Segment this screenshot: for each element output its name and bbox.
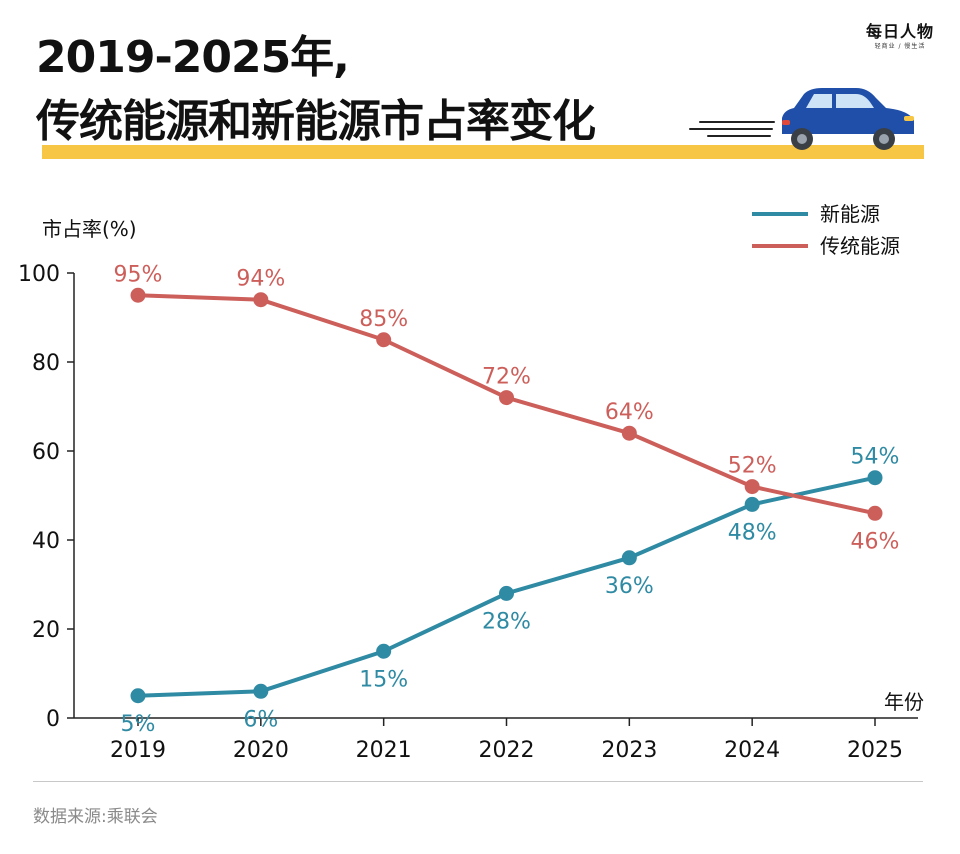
data-source: 数据来源:乘联会: [33, 807, 158, 827]
data-label: 15%: [359, 667, 408, 692]
data-point: [499, 390, 514, 406]
x-axis: 2019 2020 2021 2022 2023 2024 2025: [74, 717, 918, 763]
page-title-line-2: 传统能源和新能源市占率变化: [36, 96, 596, 147]
page-title-line-1: 2019-2025年,: [36, 32, 350, 83]
data-label: 54%: [851, 445, 900, 470]
series-layer: 5% 6% 15% 28% 36% 48% 54% 95% 94% 85% 72% 64% 52% 46%: [114, 262, 900, 737]
x-tick-label: 2024: [724, 738, 780, 763]
data-point: [867, 505, 883, 521]
x-tick-label: 2022: [479, 738, 535, 763]
x-tick-label: 2021: [356, 738, 412, 763]
x-tick-label: 2023: [601, 738, 657, 763]
data-label: 48%: [728, 520, 777, 545]
brand-logo: 每日人物 轻商业 / 慢生活: [860, 22, 940, 52]
legend-label-traditional: 传统能源: [820, 234, 900, 258]
data-label: 95%: [114, 262, 163, 287]
title-highlight-band: [42, 145, 924, 159]
legend: 新能源 传统能源: [752, 202, 900, 258]
data-label: 85%: [359, 307, 408, 332]
data-label: 36%: [605, 574, 654, 599]
data-point: [621, 425, 637, 441]
data-point: [499, 585, 514, 601]
data-point: [130, 287, 146, 303]
data-point: [253, 292, 269, 308]
data-label: 5%: [121, 712, 156, 737]
y-tick-label: 40: [32, 529, 60, 554]
x-axis-label: 年份: [884, 690, 924, 714]
data-point: [867, 470, 883, 486]
data-point: [376, 332, 392, 348]
speed-lines: [689, 121, 775, 137]
y-tick-label: 80: [32, 351, 60, 376]
brand-slogan: 轻商业 / 慢生活: [874, 43, 926, 50]
data-point: [253, 683, 269, 699]
series-new-energy: 5% 6% 15% 28% 36% 48% 54%: [121, 445, 900, 737]
x-tick-label: 2019: [110, 738, 166, 763]
data-point: [376, 643, 392, 659]
x-tick-label: 2025: [847, 738, 903, 763]
x-tick-label: 2020: [233, 738, 289, 763]
line-chart: 市占率(%) 0 20 40 60 80 100 2019 2020 2021 2022 2023…: [18, 202, 924, 763]
data-label: 6%: [243, 707, 278, 732]
data-label: 52%: [728, 454, 777, 479]
data-label: 72%: [482, 365, 531, 390]
y-tick-label: 100: [18, 262, 60, 287]
legend-label-new-energy: 新能源: [820, 202, 880, 226]
y-axis-label: 市占率(%): [42, 217, 137, 241]
data-point: [744, 496, 760, 512]
footer-divider: [33, 781, 923, 782]
brand-name: 每日人物: [865, 22, 934, 41]
series-traditional: 95% 94% 85% 72% 64% 52% 46%: [114, 262, 900, 554]
data-point: [621, 550, 637, 566]
data-label: 28%: [482, 609, 531, 634]
car-icon: [689, 88, 914, 150]
y-axis: 0 20 40 60 80 100: [18, 262, 75, 732]
y-tick-label: 0: [46, 707, 60, 732]
data-point: [130, 688, 146, 704]
data-label: 94%: [236, 267, 285, 292]
data-label: 46%: [851, 529, 900, 554]
y-tick-label: 20: [32, 618, 60, 643]
data-label: 64%: [605, 400, 654, 425]
data-point: [744, 479, 760, 495]
y-tick-label: 60: [32, 440, 60, 465]
